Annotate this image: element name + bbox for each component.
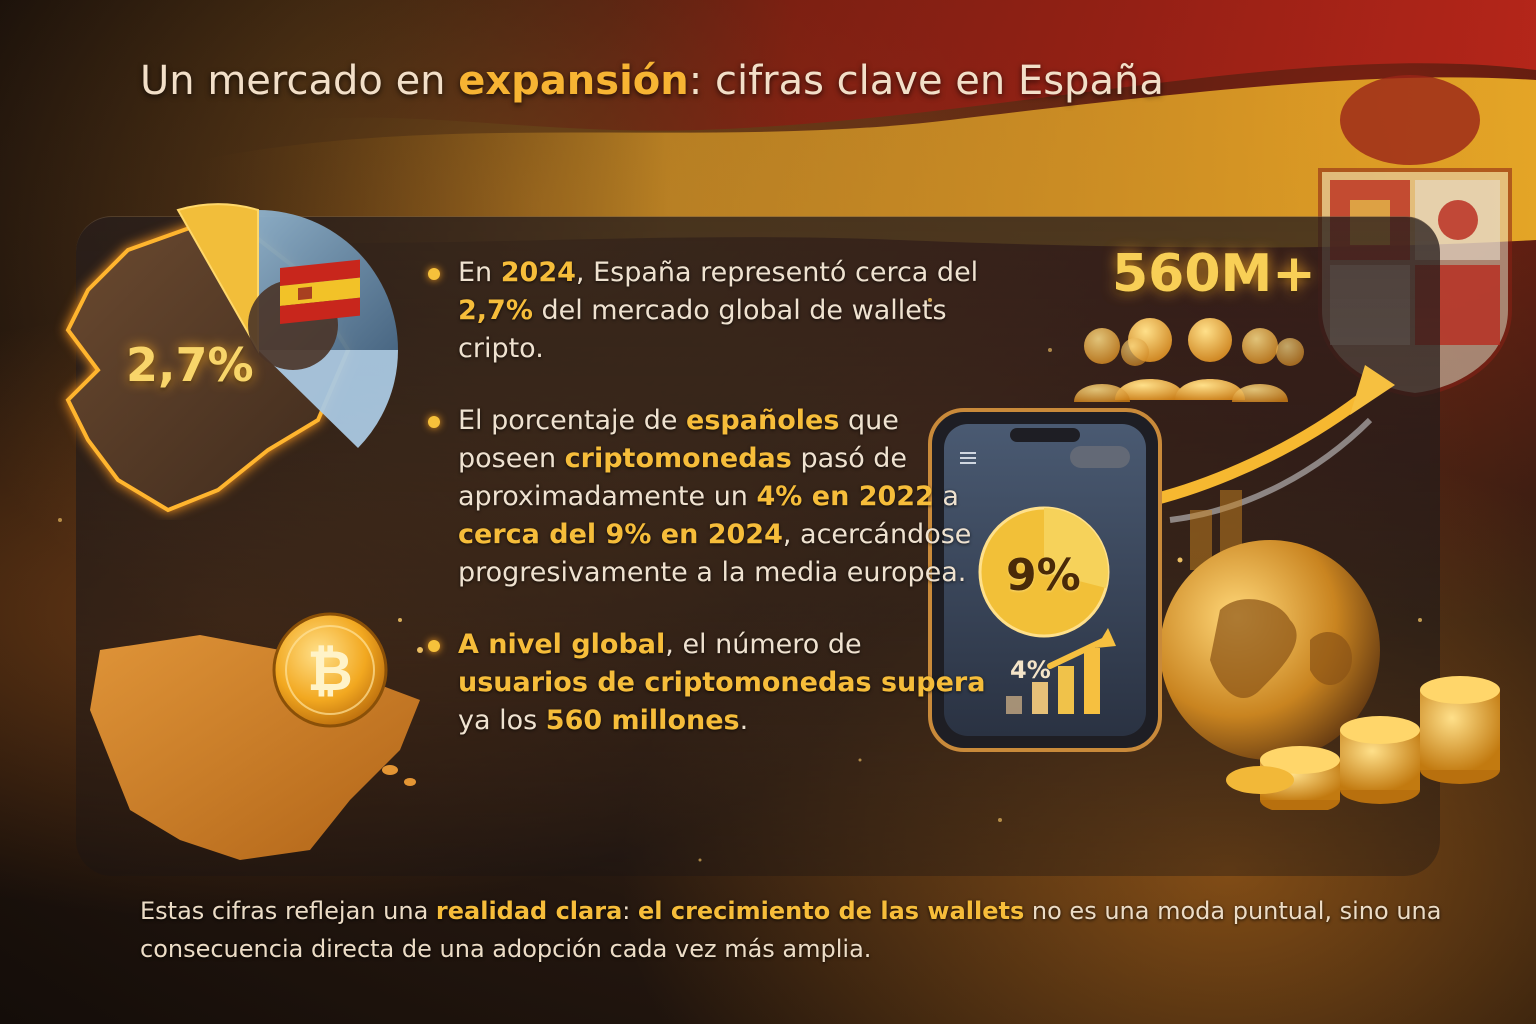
coin-stack-icon [1226, 676, 1500, 810]
bullet-item: El porcentaje de españoles que poseen cr… [428, 402, 988, 592]
people-icon [1074, 318, 1304, 402]
bullet-text: A nivel global, el número de usuarios de… [458, 629, 986, 736]
bullet-item: A nivel global, el número de usuarios de… [428, 626, 988, 740]
growth-illustration [928, 318, 1500, 810]
spain-map-pie-illustration [65, 203, 398, 513]
phone-small-percentage-label: 4% [1010, 656, 1051, 684]
bullet-list: En 2024, España representó cerca del 2,7… [428, 254, 988, 774]
footer-summary: Estas cifras reflejan una realidad clara… [140, 897, 1442, 963]
bitcoin-coin-icon: ₿ [272, 612, 388, 728]
bullet-text: El porcentaje de españoles que poseen cr… [458, 405, 972, 588]
spain-map-bitcoin-illustration: ₿ [90, 612, 420, 860]
globe-icon [1160, 540, 1380, 760]
svg-text:₿: ₿ [307, 639, 353, 704]
page-title: Un mercado en expansión: cifras clave en… [140, 58, 1164, 104]
phone-percentage-label: 9% [1006, 550, 1081, 601]
bullet-dot-icon [428, 268, 440, 280]
title-part-1: Un mercado en [140, 58, 459, 104]
pie-percentage-label: 2,7% [126, 338, 254, 392]
title-part-2: : cifras clave en España [688, 58, 1164, 104]
bullet-text: En 2024, España representó cerca del 2,7… [458, 257, 979, 364]
bullet-dot-icon [428, 640, 440, 652]
bullet-dot-icon [428, 416, 440, 428]
bullet-item: En 2024, España representó cerca del 2,7… [428, 254, 988, 368]
spain-flag-background [200, 0, 1536, 248]
title-highlight: expansión [458, 58, 689, 104]
smartphone-icon [928, 408, 1162, 752]
spain-flag-icon [280, 259, 360, 324]
global-users-number: 560M+ [1112, 244, 1316, 304]
